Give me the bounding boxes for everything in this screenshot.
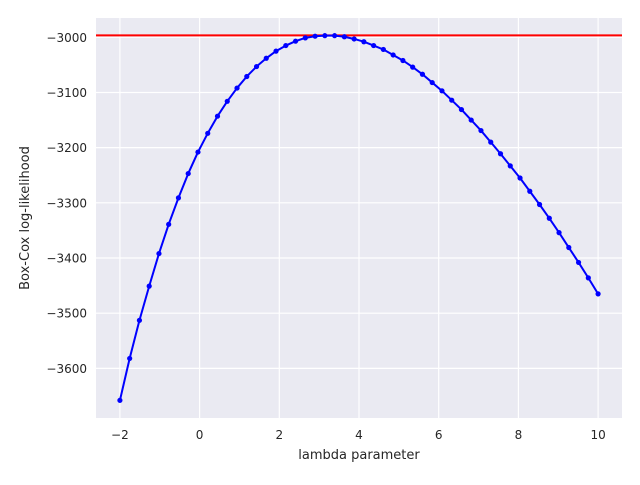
- x-tick-label: 8: [515, 428, 523, 442]
- data-point: [312, 33, 318, 39]
- data-point: [234, 85, 240, 91]
- x-axis-label: lambda parameter: [298, 448, 420, 463]
- data-point: [253, 63, 260, 70]
- data-point: [322, 33, 328, 39]
- data-point: [136, 317, 143, 323]
- data-point: [488, 139, 494, 145]
- data-point: [302, 35, 308, 41]
- data-point: [175, 195, 182, 201]
- y-tick-label: −3100: [46, 86, 87, 100]
- data-point: [449, 97, 455, 103]
- data-point: [224, 98, 230, 104]
- data-point: [341, 34, 347, 40]
- data-point: [390, 52, 396, 58]
- grid-lines: [96, 18, 622, 418]
- series-layer: [117, 33, 601, 403]
- data-point: [195, 149, 201, 155]
- data-point: [410, 64, 416, 70]
- data-point: [117, 397, 123, 403]
- data-point: [332, 33, 338, 39]
- x-tick-label: −2: [111, 428, 129, 442]
- data-point: [536, 201, 543, 208]
- data-point: [185, 170, 191, 177]
- data-point: [361, 39, 367, 45]
- data-point: [400, 57, 406, 64]
- x-tick-label: 6: [435, 428, 443, 442]
- data-point: [439, 88, 445, 94]
- data-point: [263, 55, 269, 61]
- y-tick-label: −3200: [46, 141, 87, 155]
- data-point: [419, 71, 426, 77]
- y-tick-label: −3300: [46, 196, 87, 210]
- x-tick-label: 0: [196, 428, 204, 442]
- data-point: [156, 250, 162, 257]
- y-tick-label: −3600: [46, 362, 87, 376]
- data-point: [566, 244, 572, 251]
- data-point: [585, 275, 591, 281]
- data-point: [166, 221, 172, 227]
- data-point: [146, 283, 152, 289]
- data-point: [478, 127, 484, 134]
- x-tick-label: 4: [355, 428, 363, 442]
- y-tick-label: −3000: [46, 31, 87, 45]
- data-point: [283, 42, 289, 49]
- y-axis-label: Box-Cox log-likelihood: [18, 146, 33, 290]
- data-point: [497, 151, 504, 157]
- data-point: [507, 163, 513, 169]
- data-point: [429, 79, 435, 86]
- data-point: [527, 188, 533, 194]
- data-point: [205, 130, 211, 136]
- y-tick-label: −3400: [46, 252, 87, 266]
- data-point: [273, 48, 279, 54]
- data-point: [556, 230, 562, 236]
- data-point: [458, 106, 465, 113]
- data-point: [468, 117, 474, 123]
- data-point: [127, 355, 133, 362]
- data-point: [380, 46, 386, 53]
- data-point: [371, 42, 377, 49]
- data-point: [575, 259, 582, 266]
- data-point: [292, 38, 299, 44]
- data-point: [546, 215, 552, 221]
- tick-labels: −2 0 2 4 6 8 10 −3000 −3100 −3200 −3300 −3400 −3500 −…: [46, 31, 605, 442]
- data-point: [517, 175, 523, 181]
- data-point: [351, 36, 357, 42]
- data-point: [595, 291, 601, 297]
- x-tick-label: 10: [590, 428, 605, 442]
- x-tick-label: 2: [275, 428, 283, 442]
- data-point: [214, 113, 221, 119]
- y-tick-label: −3500: [46, 307, 87, 321]
- data-point: [244, 73, 250, 80]
